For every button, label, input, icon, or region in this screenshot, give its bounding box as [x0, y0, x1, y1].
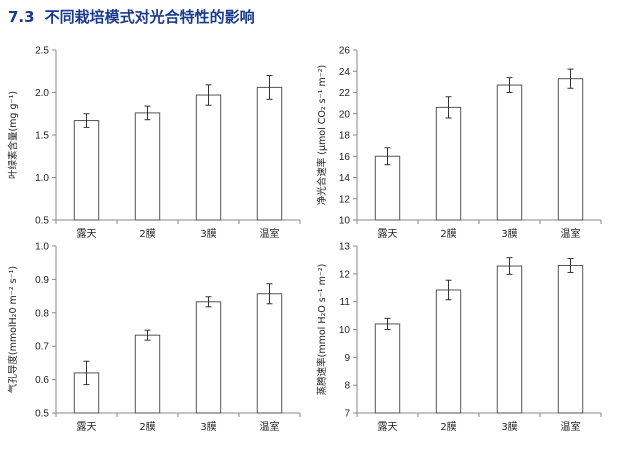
- y-tick-label: 0.6: [35, 375, 49, 386]
- y-tick-label: 16: [339, 152, 351, 163]
- y-tick-label: 0.9: [35, 275, 49, 286]
- chart-chlorophyll: 0.5 1.0 1.5 2.0 2.5 露天 2膜 3膜 温室 叶绿素含量(mg g⁻¹): [7, 46, 301, 240]
- category-label: 3膜: [501, 228, 517, 240]
- y-axis-title: 气孔导度(mmolH₂0 m⁻² s⁻¹): [7, 266, 19, 393]
- y-tick-label: 9: [344, 353, 350, 364]
- bar-2: [496, 84, 523, 221]
- category-label: 3膜: [200, 228, 216, 240]
- bar-3: [256, 86, 283, 221]
- y-tick-label: 26: [339, 46, 351, 57]
- y-tick-label: 0.7: [35, 342, 49, 353]
- bar-3: [557, 78, 584, 221]
- y-tick-label: 12: [339, 194, 351, 205]
- bar-0: [374, 323, 401, 414]
- y-axis-title: 净光合速率 (μmol CO₂ s⁻¹ m⁻²): [316, 65, 328, 206]
- category-label: 露天: [378, 228, 398, 240]
- y-tick-label: 10: [339, 325, 351, 336]
- chart-photosynthesis: 10 12 14 16 18 20 22 24 26 露天 2膜 3膜 温室 净光合速率 (μmol CO…: [316, 46, 602, 240]
- y-tick-label: 12: [339, 269, 351, 280]
- category-label: 温室: [561, 227, 581, 240]
- y-tick-label: 8: [344, 381, 350, 392]
- y-tick-label: 0.5: [35, 409, 49, 420]
- y-tick-label: 1.0: [35, 242, 49, 253]
- category-label: 露天: [77, 421, 97, 433]
- category-label: 3膜: [501, 421, 517, 433]
- chart-conductance: 0.5 0.6 0.7 0.8 0.9 1.0 露天 2膜 3膜 温室 气孔导度(mmolH₂0 m…: [7, 242, 301, 433]
- slide-title: 7.3 不同栽培模式对光合特性的影响: [8, 6, 265, 27]
- bar-3: [256, 293, 283, 414]
- y-tick-label: 1.0: [35, 173, 49, 184]
- bar-0: [374, 155, 401, 221]
- category-label: 温室: [260, 420, 280, 433]
- bar-0: [73, 120, 100, 221]
- y-tick-label: 0.8: [35, 308, 49, 319]
- bar-1: [435, 106, 462, 221]
- y-axis-title: 叶绿素含量(mg g⁻¹): [7, 91, 19, 179]
- bar-2: [195, 94, 222, 221]
- y-axis-title: 蒸腾速率(mmol H₂O s⁻¹ m⁻²): [316, 264, 328, 396]
- y-tick-label: 0.5: [35, 216, 49, 227]
- slide-number: 7.3: [8, 8, 35, 26]
- category-label: 温室: [260, 227, 280, 240]
- category-label: 2膜: [139, 228, 155, 240]
- y-tick-label: 11: [340, 297, 351, 308]
- y-tick-label: 22: [339, 88, 351, 99]
- y-tick-label: 2.5: [35, 46, 49, 57]
- y-tick-label: 13: [339, 242, 351, 253]
- bar-3: [557, 264, 584, 414]
- category-label: 3膜: [200, 421, 216, 433]
- category-label: 温室: [561, 420, 581, 433]
- bar-1: [134, 334, 161, 414]
- y-tick-label: 1.5: [35, 131, 49, 142]
- y-tick-label: 10: [339, 216, 351, 227]
- y-tick-label: 24: [339, 67, 351, 78]
- y-tick-label: 14: [339, 173, 351, 184]
- slide-heading: 不同栽培模式对光合特性的影响: [44, 8, 255, 26]
- chart-transpiration: 7 8 9 10 11 12 13 露天 2膜 3膜 温室 蒸腾速率(mmol H₂O s⁻¹ m⁻²…: [316, 242, 602, 433]
- bar-1: [134, 112, 161, 221]
- category-label: 2膜: [440, 421, 456, 433]
- y-tick-label: 18: [339, 131, 351, 142]
- category-label: 露天: [378, 421, 398, 433]
- category-label: 露天: [77, 228, 97, 240]
- bar-2: [195, 301, 222, 414]
- category-label: 2膜: [440, 228, 456, 240]
- y-tick-label: 2.0: [35, 88, 49, 99]
- bar-1: [435, 289, 462, 414]
- bar-2: [496, 265, 523, 414]
- category-label: 2膜: [139, 421, 155, 433]
- y-tick-label: 20: [339, 109, 351, 120]
- y-tick-label: 7: [344, 409, 350, 420]
